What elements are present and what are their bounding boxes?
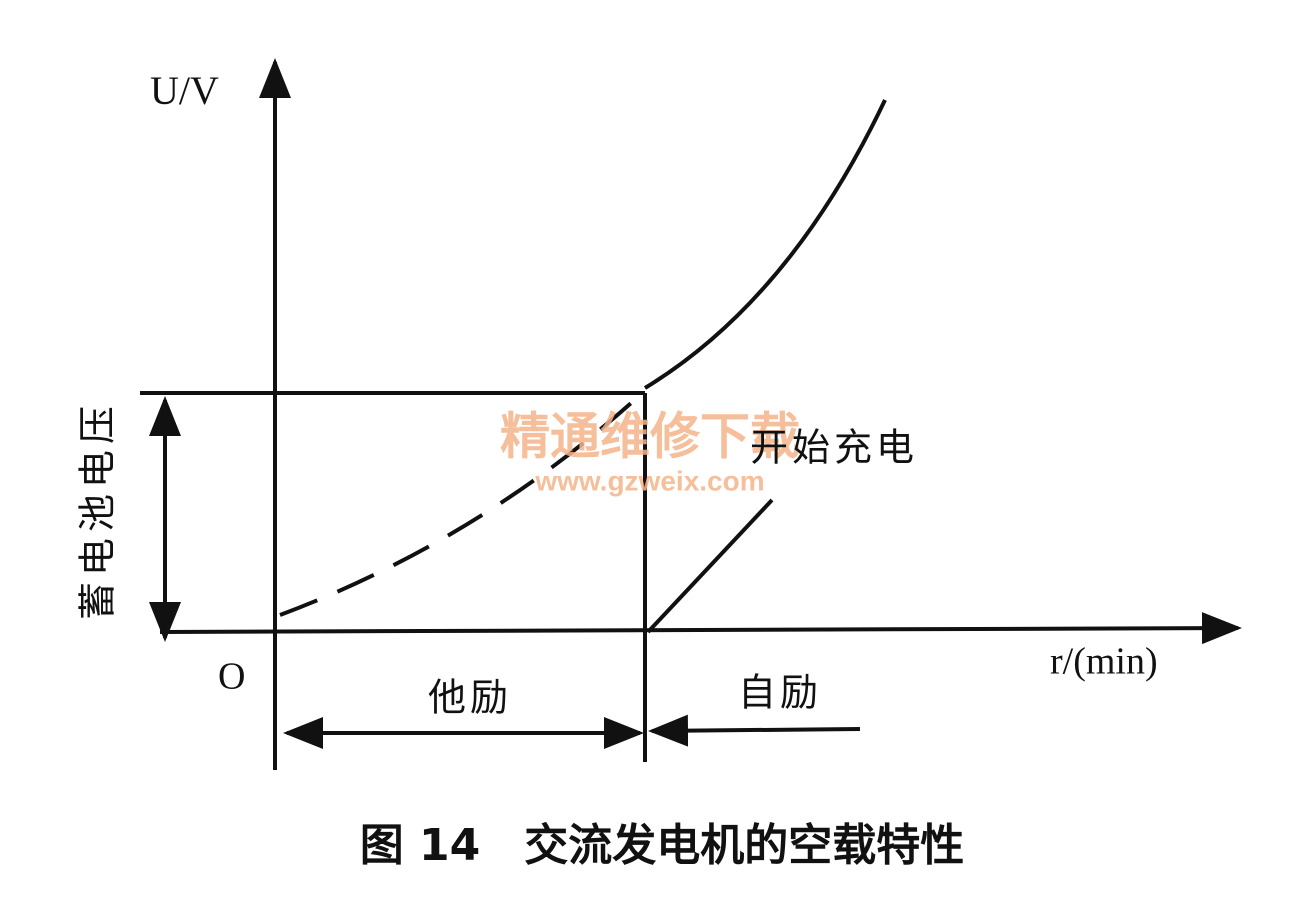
separate-excited-curve [279, 393, 642, 617]
x-axis [159, 612, 1242, 645]
caption: 图 14 交流发电机的空载特性 [360, 820, 965, 871]
charge-pointer [646, 498, 774, 634]
x-axis-label: r/(min) [1050, 641, 1158, 683]
self-excited-curve [643, 99, 887, 390]
origin-label: O [218, 656, 245, 698]
separate-excitation-label: 他励 [428, 676, 512, 720]
battery-voltage-label: 蓄电池电压 [76, 400, 120, 620]
dimension-arrow [648, 714, 861, 747]
watermark-title: 精通维修下载 [500, 408, 800, 466]
self-excitation-label: 自励 [738, 671, 822, 715]
watermark-url: www.gzweix.com [534, 465, 764, 496]
charge-start-label: 开始充电 [750, 426, 918, 470]
y-axis-label: U/V [150, 68, 219, 113]
